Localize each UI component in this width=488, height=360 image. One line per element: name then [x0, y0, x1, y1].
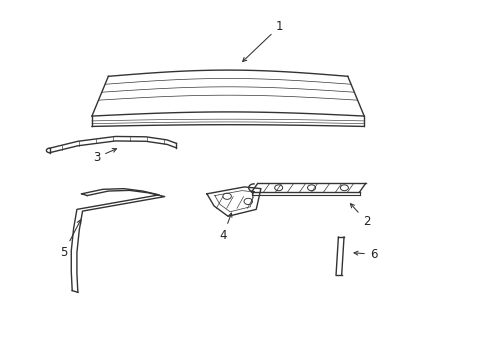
Text: 3: 3 [93, 149, 116, 164]
Text: 4: 4 [219, 213, 231, 242]
Text: 5: 5 [60, 220, 81, 259]
Text: 1: 1 [242, 20, 283, 62]
Text: 6: 6 [353, 248, 377, 261]
Text: 2: 2 [350, 204, 369, 228]
